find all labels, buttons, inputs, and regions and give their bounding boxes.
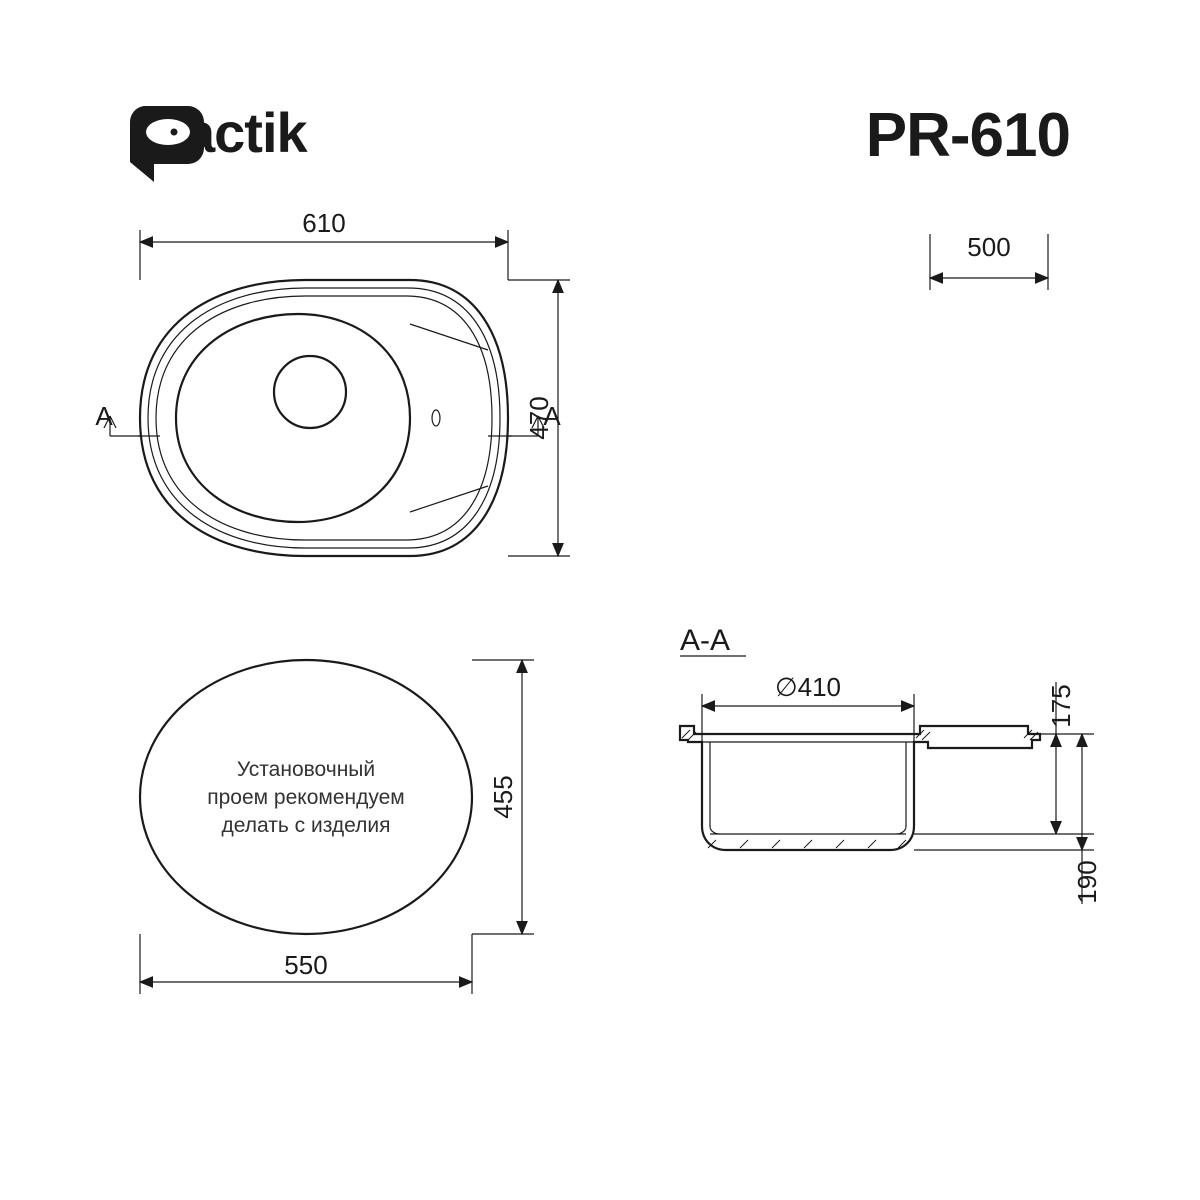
dim-width-610: 610 — [302, 208, 345, 238]
cutout-note-3: делать с изделия — [222, 814, 391, 837]
dim-190: 190 — [1072, 860, 1102, 903]
dim-175: 175 — [1046, 684, 1076, 727]
section-title: A-A — [680, 624, 730, 657]
dim-550: 550 — [284, 950, 327, 980]
cutout-view: Установочный проем рекомендуем делать с … — [140, 660, 534, 994]
top-view: 610 470 A A — [95, 208, 570, 556]
svg-text:A: A — [543, 401, 561, 431]
cabinet-dim: 500 — [930, 232, 1048, 290]
section-view: A-A ∅410 175 — [680, 624, 1102, 904]
dim-455: 455 — [488, 775, 518, 818]
cutout-note-1: Установочный — [237, 758, 375, 781]
dim-dia-410: ∅410 — [775, 672, 841, 702]
dim-500: 500 — [967, 232, 1010, 262]
technical-drawing: 610 470 A A 500 Установочный проем реком… — [0, 0, 1200, 1200]
cutout-note-2: проем рекомендуем — [207, 786, 405, 809]
